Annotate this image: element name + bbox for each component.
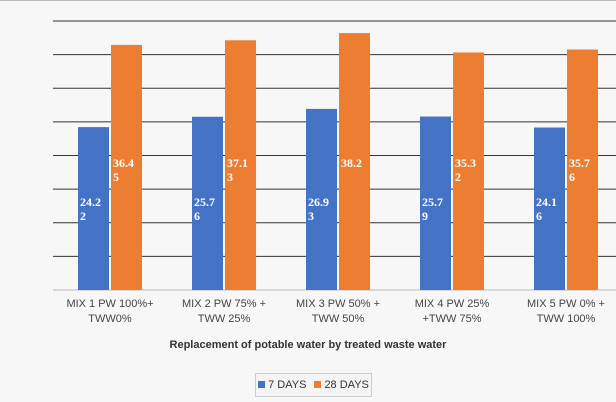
bar	[78, 127, 109, 290]
x-tick-label: MIX 4 PW 25% +TWW 75%	[414, 298, 490, 325]
bar	[192, 116, 223, 290]
x-tick-label: MIX 5 PW 0% + TWW 100%	[527, 298, 605, 325]
legend: 7 DAYS 28 DAYS	[255, 373, 372, 397]
bar	[567, 49, 598, 290]
bar	[453, 52, 484, 291]
bar	[420, 116, 451, 290]
data-label: 25.76	[194, 195, 215, 223]
data-label: 36.45	[113, 156, 134, 184]
x-tick-label: MIX 2 PW 75% + TWW 25%	[181, 298, 267, 325]
data-label: 38.2	[341, 156, 362, 170]
data-label: 35.32	[455, 156, 476, 184]
bar	[111, 44, 142, 290]
legend-swatch	[258, 381, 266, 388]
x-tick-label: MIX 3 PW 50% + TWW 50%	[295, 298, 381, 325]
legend-label: 28 DAYS	[324, 379, 369, 391]
legend-item: 7 DAYS	[258, 379, 306, 391]
x-tick-label: MIX 1 PW 100%+ TWW0%	[66, 298, 154, 325]
bar	[339, 33, 370, 290]
bar	[225, 40, 256, 290]
bar	[534, 127, 565, 290]
data-label: 25.79	[422, 195, 443, 223]
legend-item: 28 DAYS	[314, 379, 369, 391]
x-axis-title: Replacement of potable water by treated …	[169, 339, 447, 351]
data-label: 24.16	[536, 195, 557, 223]
data-label: 24.22	[80, 195, 101, 223]
data-label: 35.76	[569, 156, 590, 184]
data-label: 26.93	[308, 195, 329, 223]
bar	[306, 108, 337, 290]
legend-swatch	[314, 381, 322, 388]
data-label: 37.13	[227, 156, 248, 184]
legend-label: 7 DAYS	[268, 379, 307, 391]
